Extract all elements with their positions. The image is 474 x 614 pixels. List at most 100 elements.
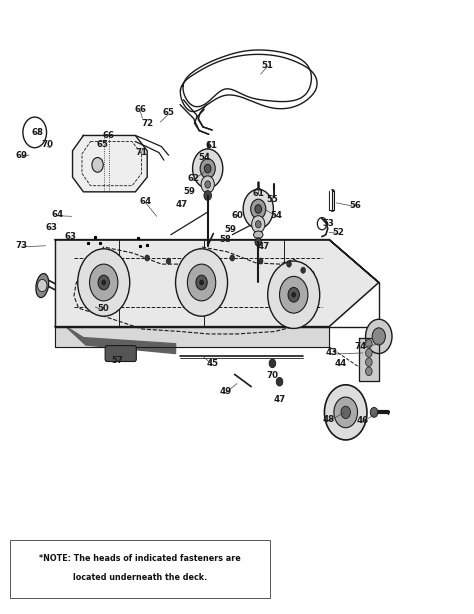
- Polygon shape: [329, 239, 379, 282]
- Circle shape: [98, 275, 109, 290]
- Circle shape: [205, 149, 210, 157]
- Ellipse shape: [203, 150, 212, 156]
- Circle shape: [334, 397, 357, 428]
- Polygon shape: [66, 327, 175, 354]
- Circle shape: [200, 159, 215, 178]
- Text: 58: 58: [219, 235, 231, 244]
- Ellipse shape: [254, 188, 263, 195]
- Circle shape: [92, 158, 103, 172]
- Circle shape: [201, 176, 214, 193]
- Text: 69: 69: [16, 150, 27, 160]
- Text: 54: 54: [199, 153, 211, 162]
- Text: 63: 63: [64, 232, 77, 241]
- Circle shape: [230, 255, 235, 261]
- Text: 44: 44: [335, 359, 347, 368]
- Circle shape: [292, 292, 296, 297]
- Circle shape: [372, 328, 385, 345]
- Text: 71: 71: [136, 148, 147, 157]
- Circle shape: [365, 319, 392, 354]
- Circle shape: [365, 367, 372, 376]
- Circle shape: [255, 204, 262, 213]
- Text: 62: 62: [188, 174, 200, 183]
- Circle shape: [365, 358, 372, 367]
- Text: 55: 55: [266, 195, 278, 204]
- Text: 57: 57: [111, 356, 123, 365]
- Circle shape: [200, 280, 203, 285]
- Circle shape: [370, 408, 378, 418]
- Text: 51: 51: [262, 61, 273, 69]
- Circle shape: [196, 275, 207, 290]
- Bar: [328, 190, 334, 210]
- Text: 61: 61: [252, 188, 264, 198]
- Circle shape: [255, 220, 261, 228]
- Text: located underneath the deck.: located underneath the deck.: [73, 573, 207, 582]
- Circle shape: [365, 349, 372, 357]
- Text: 50: 50: [97, 305, 109, 313]
- Circle shape: [365, 340, 372, 348]
- Text: 66: 66: [134, 105, 146, 114]
- Text: 63: 63: [46, 223, 58, 232]
- FancyBboxPatch shape: [10, 540, 270, 598]
- Circle shape: [276, 378, 283, 386]
- Circle shape: [268, 261, 319, 328]
- Text: 59: 59: [184, 187, 196, 196]
- Text: 54: 54: [270, 211, 282, 220]
- Text: 56: 56: [349, 201, 361, 210]
- Text: 70: 70: [41, 140, 53, 149]
- Polygon shape: [55, 327, 329, 347]
- Circle shape: [341, 406, 350, 419]
- Text: 46: 46: [356, 416, 368, 426]
- Circle shape: [102, 280, 106, 285]
- Text: 59: 59: [225, 225, 237, 234]
- Circle shape: [175, 249, 228, 316]
- Text: 60: 60: [231, 211, 243, 220]
- Text: 74: 74: [355, 343, 367, 351]
- Text: 43: 43: [326, 349, 337, 357]
- Circle shape: [205, 181, 210, 188]
- Circle shape: [145, 255, 150, 261]
- Text: 48: 48: [323, 415, 335, 424]
- Text: 68: 68: [32, 128, 44, 137]
- Polygon shape: [359, 338, 379, 381]
- Circle shape: [243, 189, 273, 228]
- Text: 65: 65: [96, 140, 108, 149]
- Text: 47: 47: [274, 395, 286, 404]
- Text: 64: 64: [51, 210, 64, 219]
- Ellipse shape: [36, 274, 49, 298]
- Text: 70: 70: [266, 371, 278, 380]
- Text: 52: 52: [332, 228, 344, 237]
- FancyBboxPatch shape: [105, 346, 137, 362]
- Polygon shape: [55, 239, 379, 327]
- Circle shape: [258, 258, 263, 264]
- Text: 47: 47: [176, 200, 188, 209]
- Circle shape: [269, 359, 276, 368]
- Text: 53: 53: [322, 219, 334, 228]
- Circle shape: [252, 216, 265, 233]
- Circle shape: [255, 238, 262, 246]
- Text: 65: 65: [163, 108, 174, 117]
- Circle shape: [78, 249, 130, 316]
- Circle shape: [37, 279, 47, 292]
- Text: *NOTE: The heads of indicated fasteners are: *NOTE: The heads of indicated fasteners …: [39, 554, 241, 562]
- Circle shape: [288, 287, 300, 302]
- Text: 72: 72: [141, 119, 153, 128]
- Text: 49: 49: [219, 387, 232, 396]
- Circle shape: [280, 276, 308, 313]
- Circle shape: [204, 165, 211, 173]
- Circle shape: [166, 258, 171, 264]
- Circle shape: [301, 267, 306, 273]
- Text: 61: 61: [206, 141, 218, 150]
- Circle shape: [287, 261, 292, 267]
- Text: 47: 47: [257, 242, 270, 251]
- Text: 64: 64: [140, 197, 152, 206]
- Text: 73: 73: [15, 241, 27, 251]
- Circle shape: [204, 190, 211, 200]
- Circle shape: [324, 385, 367, 440]
- Polygon shape: [73, 136, 147, 192]
- Text: 45: 45: [206, 359, 219, 368]
- Ellipse shape: [254, 231, 263, 238]
- Circle shape: [255, 188, 261, 195]
- Circle shape: [251, 199, 266, 219]
- Circle shape: [192, 149, 223, 188]
- Text: 66: 66: [102, 131, 114, 140]
